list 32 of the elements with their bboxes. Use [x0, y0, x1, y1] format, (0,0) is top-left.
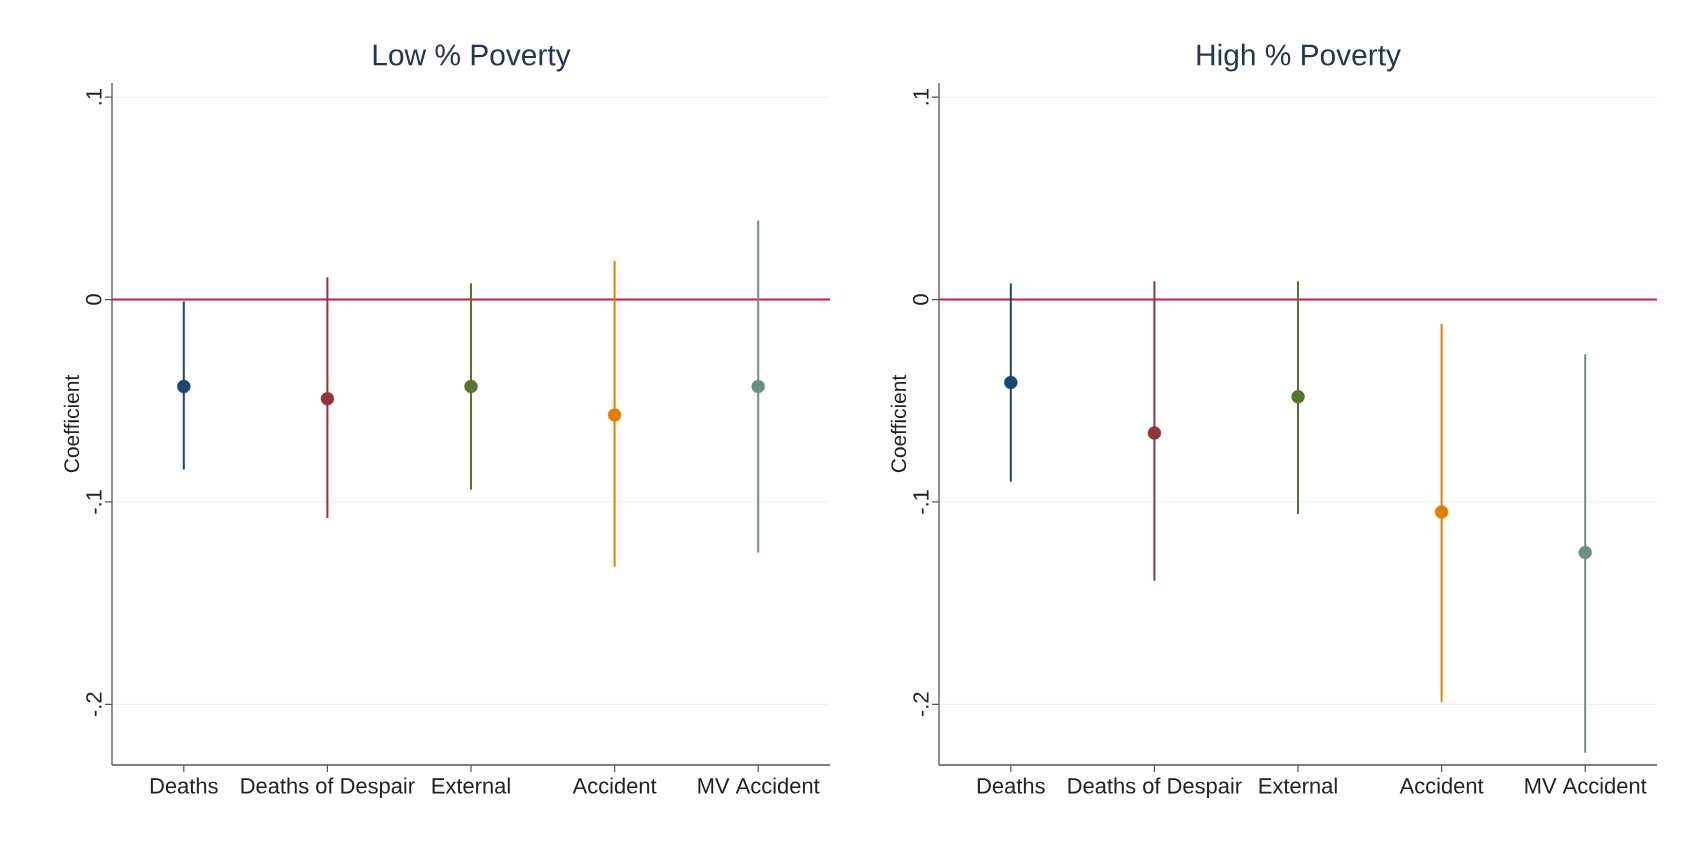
- point: [607, 408, 622, 422]
- x-tick-label: Deaths of Despair: [1068, 777, 1242, 798]
- x-tick-label: MV Accident: [698, 777, 820, 794]
- x-tick-label: Deaths: [977, 777, 1045, 794]
- point: [1147, 426, 1162, 440]
- point: [751, 379, 765, 394]
- x-tick-label: MV Accident: [1525, 777, 1647, 794]
- y-tick-label: -.1: [913, 490, 929, 514]
- y-axis-title: Coefficient: [890, 374, 907, 473]
- y-tick-label: 0: [912, 294, 929, 305]
- y-tick-label: -.2: [913, 692, 929, 717]
- x-tick-label: Accident: [572, 777, 657, 794]
- y-tick-label: .1: [86, 89, 102, 105]
- y-axis-title: Coefficient: [63, 374, 80, 473]
- y-tick-label: .1: [913, 89, 929, 105]
- point: [1578, 545, 1592, 560]
- x-tick-label: Accident: [1399, 777, 1484, 794]
- y-tick-label: 0: [85, 294, 102, 305]
- y-tick-label: -.1: [86, 490, 102, 514]
- point: [464, 379, 478, 394]
- y-tick-label: -.2: [86, 692, 102, 717]
- x-tick-label: External: [432, 777, 510, 794]
- point: [1434, 505, 1449, 519]
- point: [177, 379, 191, 394]
- chart-title: Low % Poverty: [373, 44, 571, 72]
- chart-title: High % Poverty: [1197, 43, 1401, 72]
- x-tick-label: External: [1259, 777, 1337, 794]
- x-tick-label: Deaths of Despair: [241, 777, 415, 798]
- point: [320, 392, 335, 406]
- point: [1291, 389, 1305, 404]
- point: [1004, 375, 1018, 390]
- x-tick-label: Deaths: [150, 777, 218, 794]
